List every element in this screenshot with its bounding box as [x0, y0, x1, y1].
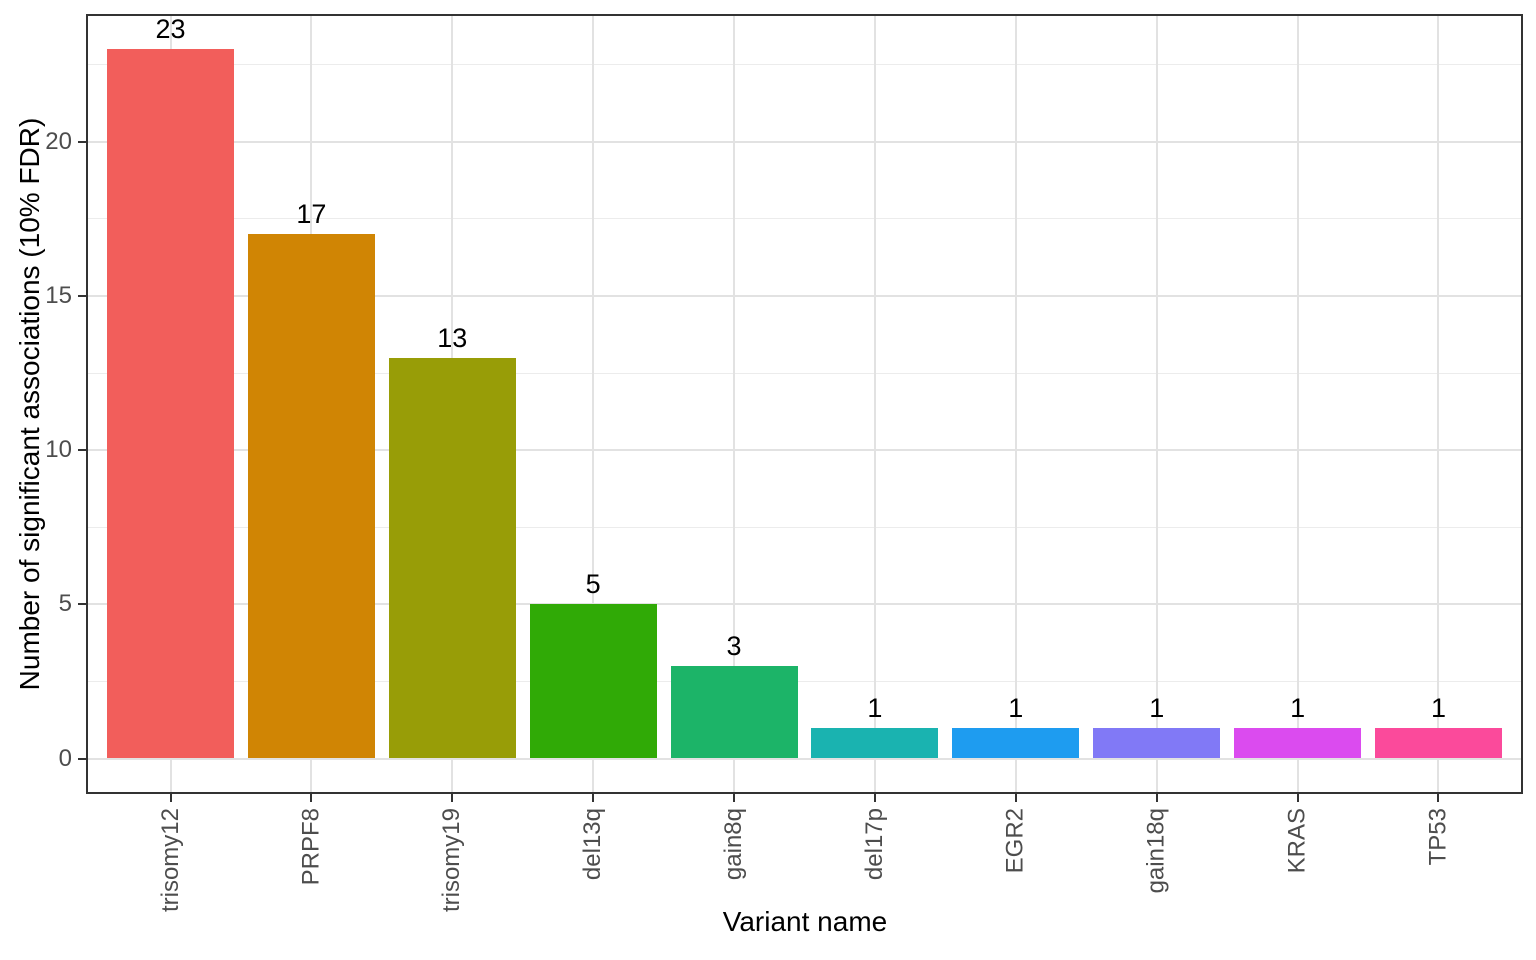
x-tick-label: EGR2	[1001, 808, 1029, 874]
gridline-minor	[88, 218, 1521, 220]
x-tick-label: gain18q	[1142, 808, 1170, 894]
x-tick-mark	[733, 794, 736, 802]
gridline-major	[88, 295, 1521, 298]
x-tick-mark	[873, 794, 876, 802]
bar-value-label: 1	[1008, 692, 1024, 723]
x-tick-label: trisomy12	[156, 808, 184, 913]
gridline-minor	[88, 526, 1521, 528]
y-tick-mark	[78, 757, 86, 760]
y-tick-label: 10	[45, 436, 72, 464]
bar-value-label: 23	[155, 14, 186, 45]
bar	[1093, 727, 1221, 759]
bar-value-label: 5	[585, 569, 601, 600]
gridline-vertical	[1296, 16, 1299, 792]
y-tick-label: 0	[58, 744, 72, 772]
bar	[952, 727, 1080, 759]
x-tick-mark	[1437, 794, 1440, 802]
y-tick-mark	[78, 603, 86, 606]
bar-value-label: 3	[726, 631, 742, 661]
y-tick-mark	[78, 449, 86, 452]
bar	[1374, 727, 1502, 759]
x-tick-mark	[1296, 794, 1299, 802]
bar-value-label: 1	[1290, 692, 1306, 723]
bar	[811, 727, 939, 759]
gridline-minor	[88, 372, 1521, 374]
y-tick-label: 20	[45, 127, 72, 155]
bar	[670, 666, 798, 759]
bar-value-label: 1	[1430, 692, 1446, 723]
bar	[1234, 727, 1362, 759]
x-tick-label: trisomy19	[438, 808, 466, 913]
bar	[247, 234, 375, 759]
bar-value-label: 17	[296, 199, 327, 230]
bar-value-label: 1	[1149, 692, 1165, 723]
bar	[529, 604, 657, 759]
x-tick-mark	[592, 794, 595, 802]
x-tick-mark	[1014, 794, 1017, 802]
y-tick-mark	[78, 140, 86, 143]
gridline-vertical	[733, 16, 736, 792]
x-tick-label: KRAS	[1283, 808, 1311, 874]
bar-value-label: 13	[437, 322, 468, 353]
x-tick-label: del17p	[860, 808, 888, 881]
x-tick-label: TP53	[1424, 808, 1452, 866]
gridline-vertical	[592, 16, 595, 792]
gridline-minor	[88, 64, 1521, 66]
x-tick-mark	[169, 794, 172, 802]
x-tick-label: del13q	[579, 808, 607, 881]
y-tick-label: 15	[45, 282, 72, 310]
x-axis-title: Variant name	[722, 906, 888, 937]
y-tick-mark	[78, 295, 86, 298]
gridline-vertical	[1437, 16, 1440, 792]
x-tick-label: gain8q	[720, 808, 748, 881]
gridline-major	[88, 140, 1521, 143]
gridline-vertical	[1155, 16, 1158, 792]
gridline-vertical	[1014, 16, 1017, 792]
bar	[388, 357, 516, 759]
x-tick-mark	[1155, 794, 1158, 802]
x-tick-mark	[310, 794, 313, 802]
gridline-major	[88, 757, 1521, 760]
y-tick-label: 5	[58, 590, 72, 618]
gridline-major	[88, 449, 1521, 452]
bar	[107, 49, 235, 759]
x-tick-label: PRPF8	[297, 808, 325, 886]
bar-value-label: 1	[867, 692, 883, 723]
gridline-vertical	[873, 16, 876, 792]
x-tick-mark	[451, 794, 454, 802]
gridline-minor	[88, 680, 1521, 682]
plot-panel: 23 17 13 5 3 1 1 1 1 1	[86, 14, 1523, 794]
gridline-major	[88, 603, 1521, 606]
